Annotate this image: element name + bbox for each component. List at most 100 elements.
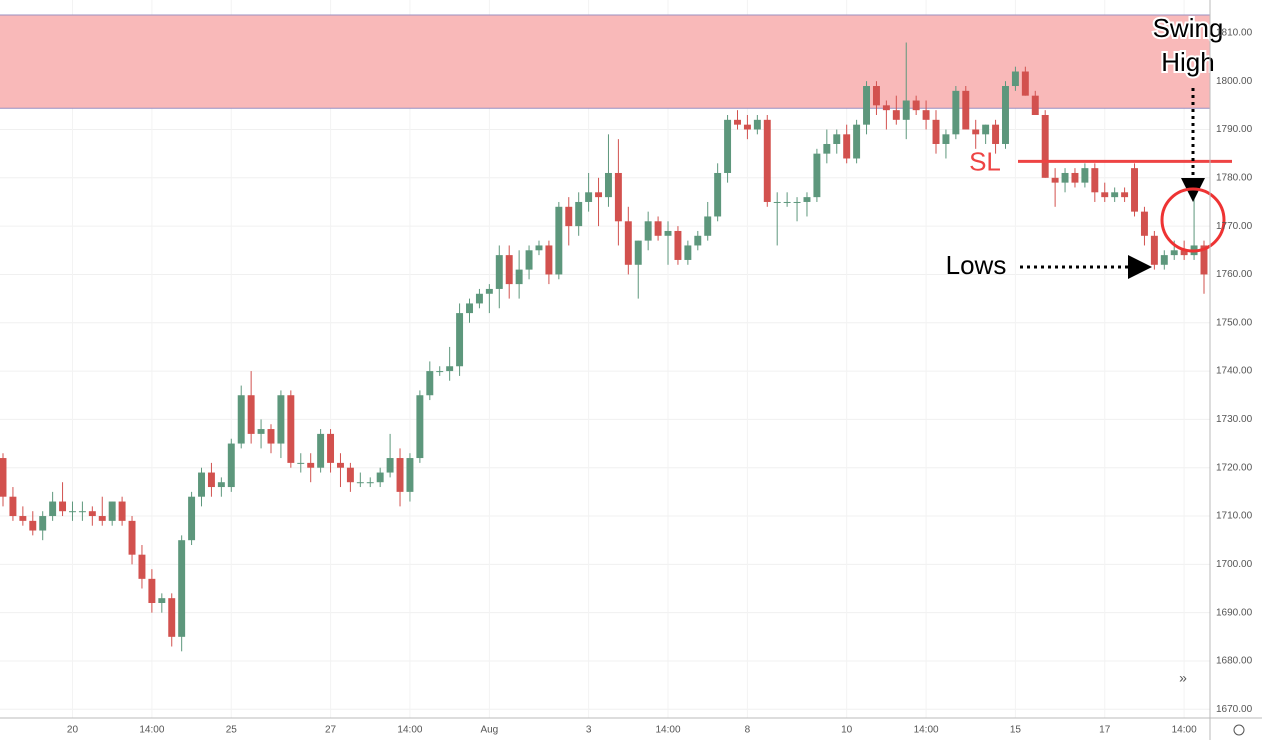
candle-body <box>1051 177 1059 183</box>
candle-body <box>644 221 652 241</box>
x-tick-label: 17 <box>1099 725 1111 736</box>
candle-body <box>495 255 503 289</box>
candle-body <box>0 458 7 497</box>
candle-body <box>813 153 821 198</box>
candle-body <box>714 172 722 217</box>
candle-body <box>188 496 196 541</box>
scroll-button[interactable]: » <box>1179 670 1187 686</box>
candle-body <box>585 192 593 202</box>
candle-body <box>942 134 950 144</box>
candle-body <box>803 197 811 202</box>
candle-body <box>654 221 662 236</box>
candle-body <box>118 501 126 521</box>
candle-body <box>446 366 454 372</box>
candle-body <box>69 511 76 513</box>
candle-body <box>872 86 880 106</box>
candle-body <box>287 395 295 463</box>
candle-body <box>466 303 473 314</box>
candle-body <box>1081 168 1089 183</box>
candle-body <box>624 221 632 265</box>
candle-body <box>724 119 732 173</box>
candle-body <box>148 578 156 604</box>
candle-body <box>217 482 225 488</box>
candle-body <box>297 462 305 464</box>
candle-body <box>138 554 146 579</box>
x-tick-label: 20 <box>67 725 79 736</box>
candle-body <box>1061 172 1069 183</box>
candle-body <box>704 216 712 236</box>
y-tick-label: 1700.00 <box>1216 559 1253 570</box>
candle-body <box>773 201 781 203</box>
y-tick-label: 1780.00 <box>1216 172 1253 183</box>
candle-body <box>902 100 910 120</box>
candle-body <box>882 105 890 111</box>
candle-body <box>982 124 990 135</box>
candle-body <box>227 443 235 488</box>
candle-body <box>684 245 692 260</box>
y-tick-label: 1810.00 <box>1216 27 1253 38</box>
candle-body <box>9 496 17 517</box>
candle-body <box>426 371 434 396</box>
candle-body <box>753 119 761 130</box>
candle-body <box>743 124 751 130</box>
x-tick-label: Aug <box>480 725 498 736</box>
candle-body <box>29 520 37 531</box>
candle-body <box>525 250 533 270</box>
candle-body <box>178 540 186 637</box>
lows-label: Lows <box>946 250 1007 280</box>
settings-icon[interactable] <box>1233 724 1245 736</box>
candle-body <box>356 482 364 484</box>
candle-body <box>674 230 682 260</box>
x-tick-label: 14:00 <box>139 725 164 736</box>
candle-body <box>694 235 702 246</box>
candle-body <box>128 520 136 555</box>
candle-body <box>1011 71 1019 87</box>
candle-body <box>336 462 344 468</box>
candle-body <box>1021 71 1029 96</box>
candle-body <box>247 395 255 434</box>
y-tick-label: 1740.00 <box>1216 366 1253 377</box>
y-tick-label: 1790.00 <box>1216 124 1253 135</box>
y-tick-label: 1720.00 <box>1216 462 1253 473</box>
candle-body <box>376 472 384 483</box>
candle-body <box>1111 192 1119 198</box>
x-tick-label: 8 <box>745 725 751 736</box>
candle-body <box>912 100 920 111</box>
candle-body <box>1200 245 1208 275</box>
candle-body <box>863 86 871 125</box>
candle-body <box>267 429 275 444</box>
candle-body <box>1071 172 1079 183</box>
candle-body <box>317 433 325 468</box>
x-tick-label: 14:00 <box>656 725 681 736</box>
candle-body <box>545 245 553 275</box>
candle-body <box>386 458 394 473</box>
candle-body <box>515 269 523 285</box>
candle-body <box>1121 192 1129 198</box>
candle-body <box>853 124 861 159</box>
candle-body <box>346 467 354 483</box>
candle-body <box>595 192 603 198</box>
x-tick-label: 14:00 <box>914 725 939 736</box>
x-tick-label: 15 <box>1010 725 1022 736</box>
candle-body <box>535 245 543 251</box>
y-tick-label: 1670.00 <box>1216 704 1253 715</box>
candle-body <box>19 516 27 521</box>
candle-body <box>892 110 900 120</box>
candle-body <box>39 516 47 531</box>
candle-body <box>1091 168 1099 193</box>
candle-body <box>575 201 583 227</box>
candle-body <box>1170 250 1178 256</box>
candle-body <box>843 134 851 159</box>
candle-body <box>833 134 841 144</box>
candle-body <box>327 433 335 463</box>
y-tick-label: 1690.00 <box>1216 607 1253 618</box>
candle-body <box>932 119 940 144</box>
candle-body <box>734 119 741 125</box>
y-tick-label: 1800.00 <box>1216 76 1253 87</box>
y-tick-label: 1680.00 <box>1216 656 1253 667</box>
x-tick-label: 25 <box>226 725 238 736</box>
candle-body <box>366 482 374 484</box>
candle-body <box>793 201 801 203</box>
candle-body <box>972 129 980 135</box>
